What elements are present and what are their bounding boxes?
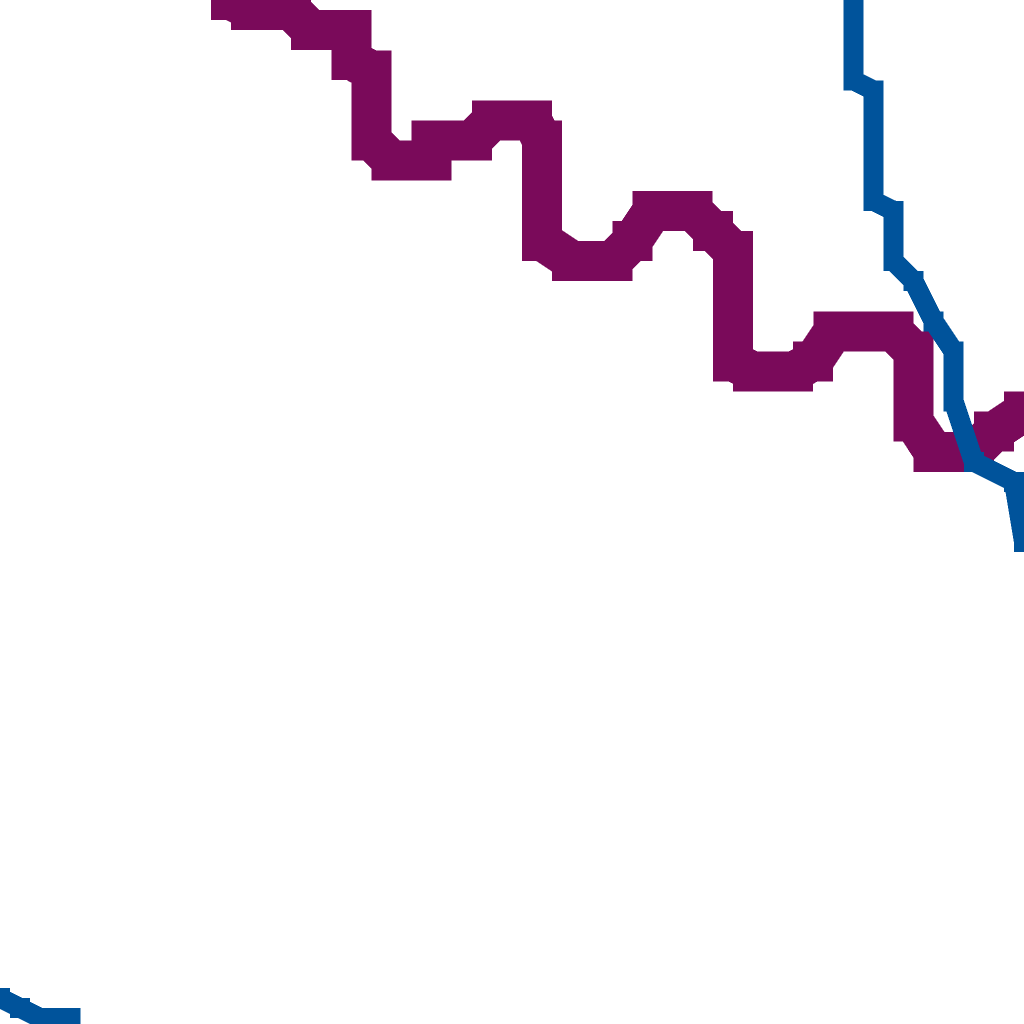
data-point: [632, 190, 673, 231]
data-point: [883, 200, 904, 221]
data-point: [471, 100, 512, 141]
data-point: [943, 341, 964, 362]
data-point: [522, 120, 563, 161]
data-point: [712, 231, 753, 271]
data-point: [1004, 471, 1024, 492]
data-point: [371, 140, 412, 181]
data-point: [903, 271, 924, 292]
data-point: [913, 431, 954, 472]
series-line: [0, 988, 71, 1024]
data-point: [1014, 532, 1024, 553]
data-point: [411, 120, 452, 161]
data-point: [863, 190, 884, 211]
data-point: [10, 997, 31, 1018]
data-point: [0, 987, 10, 1008]
data-point: [843, 70, 864, 91]
data-point: [30, 1008, 51, 1024]
data-point: [923, 311, 944, 332]
series-2: [843, 0, 1024, 553]
data-point: [732, 351, 773, 392]
data-point: [60, 1008, 81, 1024]
data-point: [1004, 391, 1024, 432]
data-point: [231, 0, 271, 30]
data-point: [943, 391, 964, 412]
data-point: [552, 241, 593, 281]
data-point: [813, 311, 854, 352]
data-point: [893, 331, 934, 372]
data-point: [843, 0, 864, 10]
data-point: [291, 10, 332, 51]
data-point: [963, 451, 984, 472]
data-point: [351, 50, 392, 91]
data-point: [863, 80, 884, 101]
series-3: [0, 987, 81, 1024]
series-1: [210, 0, 1024, 472]
data-point: [883, 251, 904, 271]
